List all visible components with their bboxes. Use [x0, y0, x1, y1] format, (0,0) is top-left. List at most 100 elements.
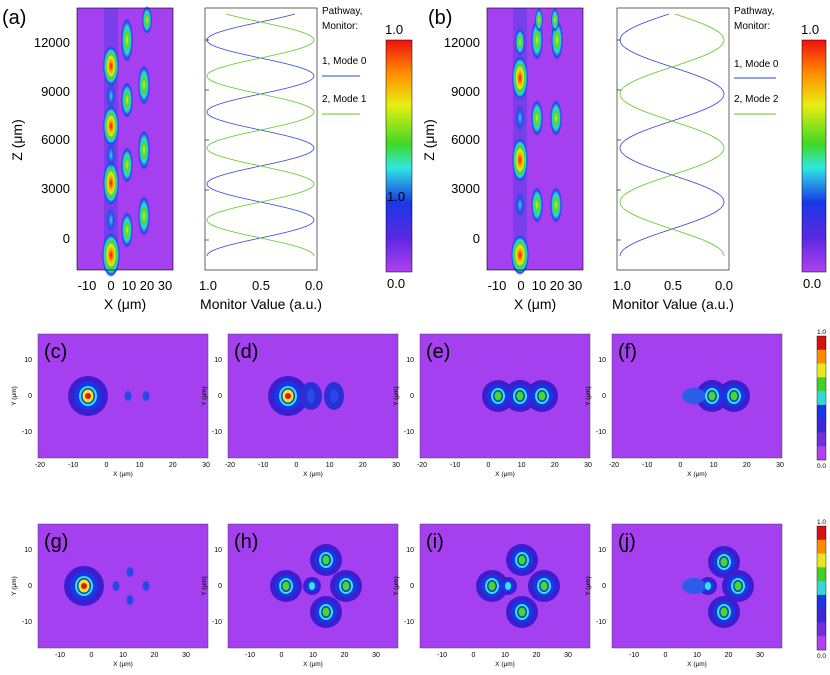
- x-tick: -10: [488, 278, 507, 293]
- legend-title: Pathway,: [322, 6, 362, 17]
- y-tick: 0: [218, 393, 222, 400]
- weak-lobe: [142, 391, 150, 401]
- field-intensity-lobe: [106, 206, 116, 234]
- panel-a-field-map: [76, 6, 174, 277]
- x-tick: -20: [35, 462, 45, 469]
- y-axis-label: Y (μm): [393, 386, 400, 406]
- y-tick: 10: [406, 357, 414, 364]
- y-tick: -10: [212, 429, 222, 436]
- panel-a-colorbar: 1.0 0.0 1.0: [385, 22, 413, 291]
- panel-a-z-ticks: 12000 9000 6000 3000 0: [34, 35, 70, 246]
- x-tick: -10: [258, 462, 268, 469]
- x-tick: 0: [90, 652, 94, 659]
- y-tick: 0: [602, 583, 606, 590]
- field-intensity-lobe: [511, 235, 529, 275]
- z-axis-label: Z (μm): [9, 119, 25, 161]
- z-tick: 9000: [41, 84, 70, 99]
- panel-b-z-ticks: 12000 9000 6000 3000 0: [444, 35, 480, 246]
- z-tick: 12000: [34, 35, 70, 50]
- x-axis-label: X (μm): [104, 296, 146, 312]
- x-tick: 20: [359, 462, 367, 469]
- z-tick: 3000: [41, 181, 70, 196]
- panel-e: (e) 10 0 -10 Y (μm) -20 -10 0 10 20 30 X (μm): [393, 333, 592, 478]
- panel-b-monitor-plot: [616, 7, 730, 271]
- x-tick: -10: [629, 652, 639, 659]
- weak-lobe: [124, 391, 132, 401]
- field-intensity-lobe: [138, 196, 150, 236]
- y-tick: -10: [596, 429, 606, 436]
- y-tick: 10: [598, 357, 606, 364]
- mode-profile: [64, 566, 104, 606]
- legend-entry: 2, Mode 1: [322, 94, 367, 105]
- monitor-tick: 0.0: [715, 278, 733, 293]
- x-tick: 10: [119, 652, 127, 659]
- x-tick: -20: [417, 462, 427, 469]
- y-axis-label: Y (μm): [201, 576, 208, 596]
- y-tick: 10: [214, 357, 222, 364]
- x-tick: 0: [104, 462, 108, 469]
- z-tick: 9000: [451, 84, 480, 99]
- monitor-tick: 1.0: [613, 278, 631, 293]
- y-axis-label: Y (μm): [11, 386, 18, 406]
- field-intensity-lobe: [551, 8, 559, 32]
- panel-j-label: (j): [618, 531, 636, 553]
- panel-c-label: (c): [44, 341, 67, 363]
- x-axis-label: X (μm): [514, 296, 556, 312]
- colorbar-max: 1.0: [817, 519, 826, 526]
- panel-a-x-ticks: -10 0 10 20 30: [78, 278, 173, 293]
- y-tick: 0: [28, 393, 32, 400]
- y-tick: -10: [596, 619, 606, 626]
- colorbar-mid-label: 1.0: [387, 189, 405, 204]
- z-tick: 12000: [444, 35, 480, 50]
- x-tick: 0: [486, 462, 490, 469]
- mode-2-curve: [619, 13, 725, 257]
- x-tick: 0: [678, 462, 682, 469]
- monitor-tick: 0.5: [664, 278, 682, 293]
- x-tick: 10: [693, 652, 701, 659]
- x-axis-label: X (μm): [687, 661, 707, 668]
- colorbar-max: 1.0: [801, 22, 819, 37]
- panel-d-label: (d): [234, 341, 258, 363]
- field-intensity-lobe: [121, 212, 133, 248]
- x-tick: 30: [182, 652, 190, 659]
- panel-f: (f) 10 0 -10 Y (μm) -20 -10 0 10 20 30 X (μm): [585, 333, 784, 478]
- panel-h-label: (h): [234, 531, 258, 553]
- field-intensity-lobe: [535, 8, 543, 32]
- z-tick: 6000: [451, 132, 480, 147]
- panel-g-label: (g): [44, 531, 68, 553]
- panel-b-monitor-ticks: 1.0 0.5 0.0: [613, 278, 733, 293]
- x-tick: 30: [158, 278, 172, 293]
- legend-title: Monitor:: [322, 21, 358, 32]
- colorbar-min: 0.0: [817, 653, 826, 660]
- mode-profile: [270, 544, 362, 628]
- panel-a-monitor-ticks: 1.0 0.5 0.0: [199, 278, 323, 293]
- x-tick: 10: [122, 278, 136, 293]
- y-tick: 0: [28, 583, 32, 590]
- weak-lobe: [126, 595, 134, 605]
- x-tick: 20: [140, 278, 154, 293]
- panel-e-label: (e): [426, 341, 450, 363]
- panel-d: (d) 10 0 -10 Y (μm) -20 -10 0 10 20 30 X (μm): [201, 333, 400, 478]
- field-intensity-lobe: [102, 233, 120, 277]
- y-axis-label: Y (μm): [585, 576, 592, 596]
- y-tick: 10: [598, 547, 606, 554]
- x-tick: -20: [609, 462, 619, 469]
- cross-section-map: [37, 333, 209, 459]
- x-axis-label: X (μm): [495, 471, 515, 478]
- mode-profile: [482, 380, 558, 412]
- colorbar-max: 1.0: [385, 22, 403, 37]
- z-tick: 0: [473, 231, 480, 246]
- z-axis-label: Z (μm): [421, 119, 437, 161]
- weak-lobe: [112, 581, 120, 591]
- monitor-tick: 1.0: [199, 278, 217, 293]
- x-tick: 30: [568, 278, 582, 293]
- x-axis-label: X (μm): [495, 661, 515, 668]
- x-tick: 30: [756, 652, 764, 659]
- field-intensity-lobe: [103, 106, 119, 146]
- x-axis-label: X (μm): [113, 661, 133, 668]
- x-tick: -10: [68, 462, 78, 469]
- panel-h: (h) 10 0 -10 Y (μm) -10 0 10 20 30 X (μm): [201, 523, 399, 668]
- mode-profile: [682, 546, 754, 628]
- x-tick: 10: [326, 462, 334, 469]
- x-tick: 0: [107, 278, 114, 293]
